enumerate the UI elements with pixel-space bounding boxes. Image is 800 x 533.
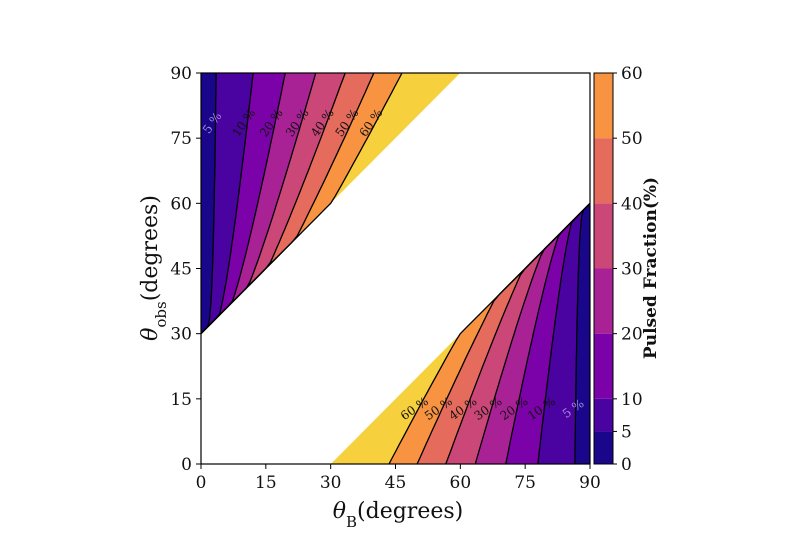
contour-line-lower bbox=[388, 202, 590, 464]
contour-fill-lower bbox=[505, 203, 590, 464]
colorbar-tick-label: 10 bbox=[621, 390, 643, 410]
y-axis-ticks: 0 15 30 45 60 75 90 bbox=[170, 64, 201, 475]
x-tick-label: 15 bbox=[255, 473, 277, 493]
colorbar-tick-label: 60 bbox=[621, 64, 643, 84]
x-tick-label: 0 bbox=[196, 473, 207, 493]
colorbar-swatch bbox=[594, 398, 613, 432]
x-tick-label: 45 bbox=[385, 473, 407, 493]
contour-fill-lower bbox=[537, 203, 590, 464]
contour-line-upper bbox=[201, 73, 254, 335]
contour-fill-lower bbox=[389, 203, 590, 464]
x-tick-label: 30 bbox=[320, 473, 342, 493]
contour-fill-upper bbox=[201, 73, 346, 334]
x-axis-label-text: θB(degrees) bbox=[333, 499, 463, 531]
colorbar-tick-label: 30 bbox=[621, 260, 643, 280]
x-axis-label: θB(degrees) bbox=[333, 499, 463, 531]
contour-line-lower bbox=[537, 202, 590, 464]
contour-fill-upper bbox=[201, 73, 286, 334]
colorbar-swatch bbox=[594, 73, 613, 139]
colorbar-swatch bbox=[594, 431, 613, 464]
y-tick-label: 0 bbox=[181, 455, 192, 475]
contour-fill-lower bbox=[417, 203, 590, 464]
colorbar-ticks: 0 5 10 20 30 40 50 60 bbox=[613, 64, 643, 475]
colorbar-label: Pulsed Fraction(%) bbox=[641, 177, 661, 359]
colorbar-tick-label: 20 bbox=[621, 325, 643, 345]
contour-line-lower bbox=[505, 202, 590, 464]
y-axis-label-text: θobs(degrees) bbox=[138, 195, 170, 341]
contour-line-upper bbox=[201, 73, 217, 335]
colorbar-swatch bbox=[594, 138, 613, 204]
plot-area: 5 % 10 %20 %30 %40 %50 %60 %5 %10 %20 %30… bbox=[200, 72, 591, 465]
contour-fill-upper bbox=[201, 73, 254, 334]
masked-region bbox=[201, 73, 590, 464]
colorbar-tick-label: 0 bbox=[621, 455, 632, 475]
x-tick-label: 90 bbox=[579, 473, 601, 493]
y-tick-label: 90 bbox=[170, 64, 192, 84]
contour-line-upper bbox=[201, 73, 403, 335]
colorbar-swatch bbox=[594, 203, 613, 269]
x-tick-label: 75 bbox=[514, 473, 536, 493]
colorbar-swatch bbox=[594, 333, 613, 399]
x-axis-ticks: 0 15 30 45 60 75 90 bbox=[196, 464, 601, 493]
contour-fill-lower bbox=[445, 203, 590, 464]
x-tick-label: 60 bbox=[450, 473, 472, 493]
y-tick-label: 30 bbox=[170, 325, 192, 345]
colorbar-tick-label: 5 bbox=[621, 422, 632, 442]
colorbar bbox=[593, 72, 614, 465]
colorbar-tick-label: 50 bbox=[621, 129, 643, 149]
y-tick-label: 15 bbox=[170, 390, 192, 410]
contour-fill-upper bbox=[201, 73, 402, 334]
y-tick-label: 60 bbox=[170, 194, 192, 214]
colorbar-swatch bbox=[594, 268, 613, 334]
contour-line-lower bbox=[574, 202, 590, 464]
contour-lines bbox=[201, 73, 590, 464]
y-tick-label: 45 bbox=[170, 260, 192, 280]
contour-line-upper bbox=[201, 73, 286, 335]
contour-fill-upper bbox=[201, 73, 374, 334]
y-axis-label: θobs(degrees) bbox=[138, 195, 170, 341]
colorbar-tick-label: 40 bbox=[621, 194, 643, 214]
y-tick-label: 75 bbox=[170, 129, 192, 149]
